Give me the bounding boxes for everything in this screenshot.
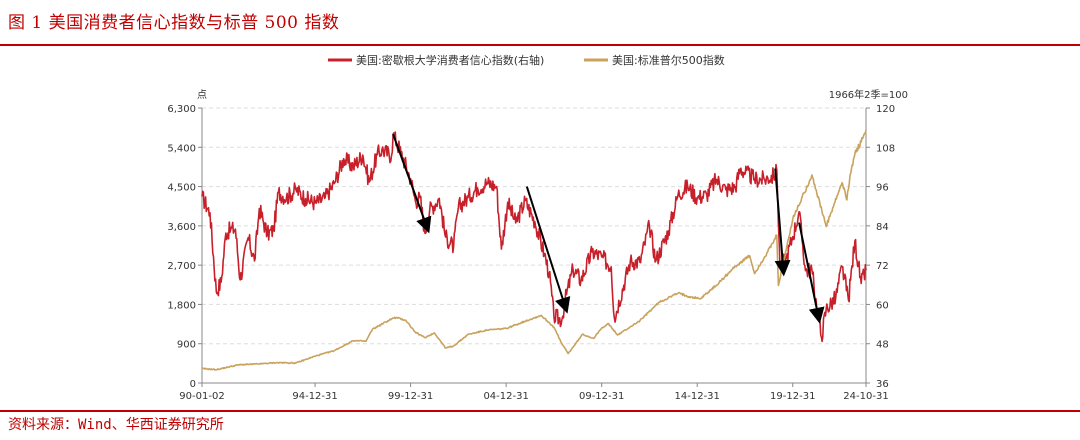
sp500-line — [201, 129, 867, 371]
left-tick-label: 5,400 — [167, 143, 196, 154]
right-tick-label: 120 — [876, 104, 895, 115]
x-tick-label: 14-12-31 — [675, 391, 720, 402]
x-tick-label: 94-12-31 — [292, 391, 337, 402]
left-tick-label: 2,700 — [167, 261, 196, 272]
x-tick-label: 99-12-31 — [388, 391, 433, 402]
figure-title: 图 1 美国消费者信心指数与标普 500 指数 — [8, 13, 340, 33]
left-axis-label: 点 — [197, 89, 207, 101]
trend-arrow — [798, 222, 825, 324]
x-tick-label: 24-10-31 — [843, 391, 888, 402]
chart-plot-area — [201, 129, 867, 371]
x-tick-label: 90-01-02 — [179, 391, 224, 402]
legend-label-consumer: 美国:密歇根大学消费者信心指数(右轴) — [356, 53, 544, 67]
left-tick-label: 4,500 — [167, 183, 196, 194]
right-tick-label: 60 — [876, 300, 889, 311]
right-tick-label: 36 — [876, 379, 889, 390]
left-tick-label: 0 — [190, 379, 196, 390]
right-tick-label: 48 — [876, 340, 889, 351]
chart: 美国:密歇根大学消费者信心指数(右轴) 美国:标准普尔500指数 点 1966年2… — [167, 53, 908, 402]
right-tick-label: 108 — [876, 143, 895, 154]
right-tick-label: 72 — [876, 261, 889, 272]
trend-arrow — [525, 186, 571, 314]
right-tick-label: 84 — [876, 222, 889, 233]
right-tick-label: 96 — [876, 183, 889, 194]
x-tick-label: 04-12-31 — [483, 391, 528, 402]
x-tick-label: 09-12-31 — [579, 391, 624, 402]
source-note: 资料来源：Wind、华西证券研究所 — [8, 417, 224, 433]
right-axis-label: 1966年2季=100 — [829, 88, 908, 101]
left-tick-label: 6,300 — [167, 104, 196, 115]
left-tick-label: 3,600 — [167, 222, 196, 233]
chart-axes: 6,300 120 5,400 108 4,500 96 3,600 84 2,700 72 1,8… — [167, 104, 895, 402]
trend-arrow — [774, 168, 791, 277]
trend-arrow — [392, 133, 432, 234]
consumer-sentiment-line — [201, 131, 867, 343]
chart-legend: 美国:密歇根大学消费者信心指数(右轴) 美国:标准普尔500指数 — [328, 53, 725, 67]
title-divider — [0, 44, 1080, 46]
footer-divider — [0, 410, 1080, 412]
legend-label-sp500: 美国:标准普尔500指数 — [612, 53, 725, 67]
left-tick-label: 1,800 — [167, 300, 196, 311]
left-tick-label: 900 — [177, 340, 196, 351]
x-tick-label: 19-12-31 — [770, 391, 815, 402]
title-bar: 图 1 美国消费者信心指数与标普 500 指数 — [0, 0, 1080, 44]
